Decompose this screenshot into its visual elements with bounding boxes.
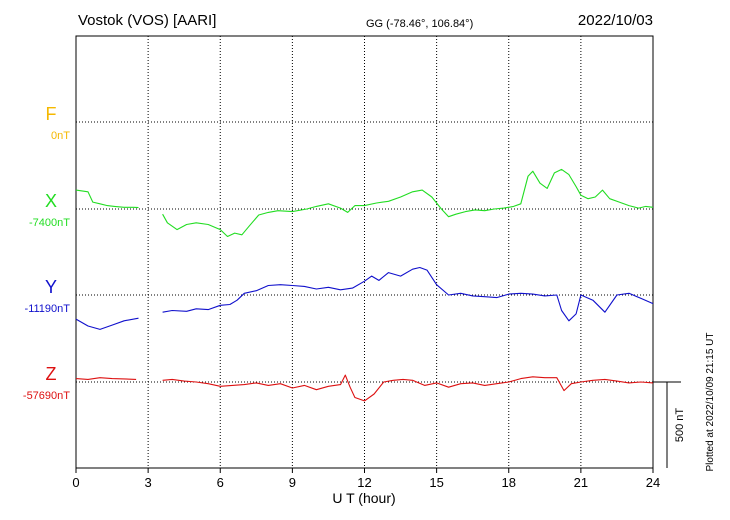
x-tick-label: 18 <box>502 475 516 490</box>
station-title: Vostok (VOS) [AARI] <box>78 12 216 29</box>
series-layer: F 0nT X -7400nT Y -11190nT Z -57690nT <box>23 104 654 402</box>
x-tick-label: 24 <box>646 475 660 490</box>
x-tick-label: 6 <box>217 475 224 490</box>
baseline-label-y: -11190nT <box>25 303 71 315</box>
series-line-z <box>162 374 654 402</box>
x-tick-label: 15 <box>429 475 443 490</box>
series-line-x <box>75 189 139 209</box>
x-tick-label: 0 <box>72 475 79 490</box>
series-line-y <box>75 317 139 330</box>
coordinate-label: GG (-78.46°, 106.84°) <box>366 18 473 30</box>
x-tick-label: 3 <box>145 475 152 490</box>
baseline-label-f: 0nT <box>51 130 70 142</box>
plotted-timestamp: Plotted at 2022/10/09 21:15 UT <box>705 333 716 472</box>
date-label: 2022/10/03 <box>578 12 653 29</box>
series-name-y: Y <box>45 277 57 297</box>
series-name-x: X <box>45 191 57 211</box>
x-tick-label: 21 <box>574 475 588 490</box>
baseline-label-x: -7400nT <box>29 217 70 229</box>
series-name-f: F <box>46 104 57 124</box>
baseline-label-z: -57690nT <box>23 390 70 402</box>
x-axis-label: U T (hour) <box>332 490 395 506</box>
x-tick-layer: 0 3 6 9 12 15 18 21 24 <box>72 468 660 490</box>
series-line-x <box>162 168 654 238</box>
series-line-z <box>75 377 137 380</box>
grid-layer <box>76 36 653 468</box>
series-name-z: Z <box>46 364 57 384</box>
series-line-y <box>162 266 654 322</box>
scale-bar-label: 500 nT <box>674 408 686 443</box>
x-tick-label: 12 <box>357 475 371 490</box>
x-tick-label: 9 <box>289 475 296 490</box>
